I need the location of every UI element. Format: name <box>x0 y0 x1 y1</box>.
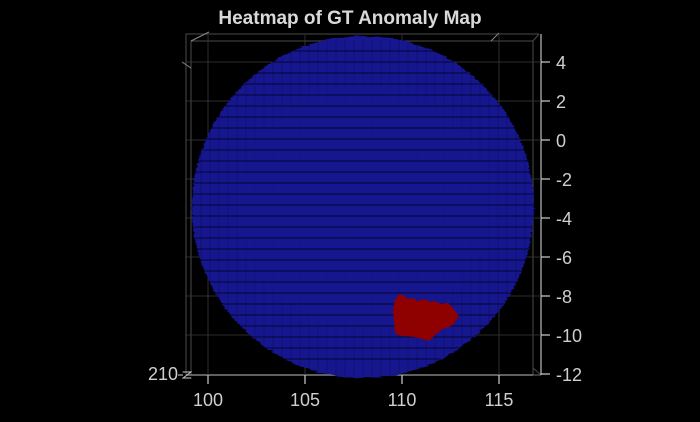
svg-text:-4: -4 <box>556 209 572 229</box>
svg-text:-10: -10 <box>556 326 582 346</box>
svg-text:-6: -6 <box>556 248 572 268</box>
svg-text:100: 100 <box>193 390 223 410</box>
svg-text:210: 210 <box>148 364 178 384</box>
svg-text:-12: -12 <box>556 365 582 385</box>
svg-text:-2: -2 <box>556 170 572 190</box>
svg-text:2: 2 <box>556 92 566 112</box>
svg-text:4: 4 <box>556 53 566 73</box>
svg-text:-8: -8 <box>556 287 572 307</box>
svg-text:105: 105 <box>290 390 320 410</box>
svg-text:0: 0 <box>556 131 566 151</box>
svg-text:115: 115 <box>485 390 514 410</box>
svg-text:110: 110 <box>388 390 417 410</box>
